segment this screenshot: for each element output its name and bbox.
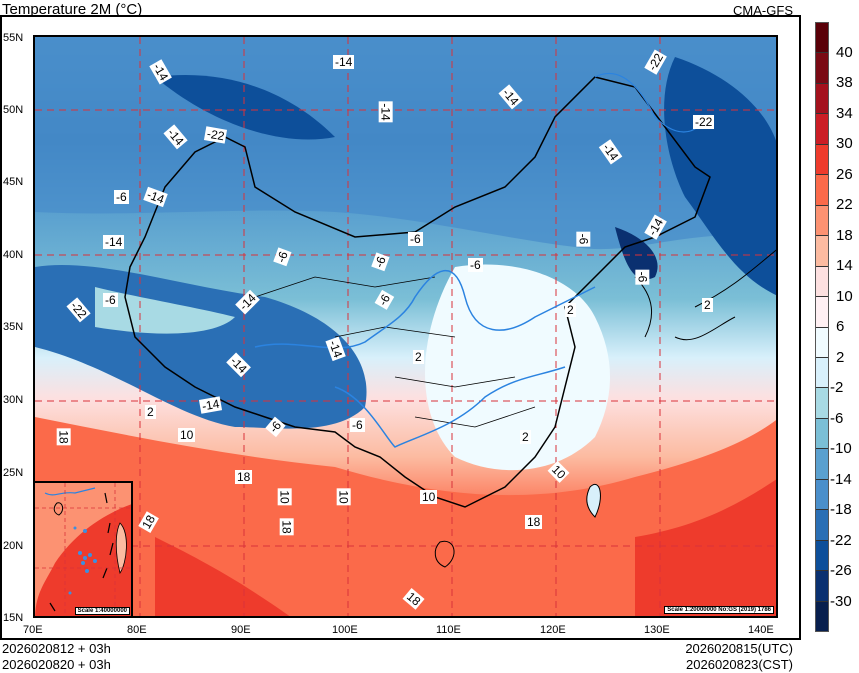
contour-label: 18 bbox=[279, 518, 294, 536]
colorbar-label: -2 bbox=[830, 379, 844, 396]
contour-label: 10 bbox=[178, 428, 196, 442]
contour-label: 18 bbox=[525, 515, 543, 529]
lon-label: 80E bbox=[127, 624, 147, 636]
colorbar-segment bbox=[816, 23, 828, 54]
colorbar-segment bbox=[816, 357, 828, 389]
colorbar-label: 6 bbox=[836, 318, 845, 335]
colorbar-segment bbox=[816, 601, 828, 632]
valid-time-cst: 2026020823(CST) bbox=[686, 657, 793, 672]
colorbar-label: -26 bbox=[830, 562, 852, 579]
lon-label: 100E bbox=[332, 624, 358, 636]
south-china-sea-inset: Scale 1:40000000 bbox=[33, 481, 133, 618]
lon-label: 110E bbox=[436, 624, 461, 636]
scale-main: Scale 1:20000000 No:GS (2019) 1786 bbox=[664, 606, 774, 614]
colorbar-segment bbox=[816, 540, 828, 572]
colorbar-label: 22 bbox=[836, 196, 853, 213]
colorbar-label: -6 bbox=[830, 409, 844, 427]
colorbar-label: -30 bbox=[830, 592, 852, 610]
colorbar-segment bbox=[816, 205, 828, 237]
contour-label: -6 bbox=[408, 232, 423, 246]
colorbar-segment bbox=[816, 327, 828, 358]
colorbar-segment bbox=[816, 144, 828, 176]
valid-time-utc: 2026020815(UTC) bbox=[685, 641, 793, 656]
contour-label: -6 bbox=[635, 269, 650, 285]
contour-label: 2 bbox=[413, 350, 424, 364]
colorbar-segment bbox=[816, 449, 828, 480]
temperature-map: -14 -14 -14 -14 -22 -22 -14 -14 -22 -6 -14 -14 -6 -6-… bbox=[33, 35, 778, 618]
contour-label: -6 bbox=[103, 293, 118, 307]
scale-inset: Scale 1:40000000 bbox=[74, 607, 130, 615]
colorbar-segment bbox=[816, 83, 828, 115]
colorbar-segment bbox=[816, 114, 828, 145]
contour-label: 2 bbox=[702, 298, 713, 312]
chart-title: Temperature 2M (°C) bbox=[2, 1, 143, 18]
contour-label: 2 bbox=[145, 405, 156, 419]
lat-label: 50N bbox=[3, 104, 24, 116]
colorbar-label: 34 bbox=[836, 104, 853, 122]
colorbar-segment bbox=[816, 266, 828, 298]
lat-label: 30N bbox=[3, 394, 24, 406]
init-time-cst: 2026020820 + 03h bbox=[2, 657, 111, 672]
colorbar-label: 26 bbox=[836, 165, 853, 183]
contour-label: -6 bbox=[350, 418, 365, 432]
colorbar-label: -10 bbox=[830, 440, 852, 457]
lon-label: 120E bbox=[540, 624, 566, 636]
contour-label: -14 bbox=[103, 235, 125, 249]
lat-label: 20N bbox=[3, 540, 24, 552]
init-time-utc: 2026020812 + 03h bbox=[2, 641, 111, 656]
contour-label: -22 bbox=[693, 115, 715, 129]
lon-label: 90E bbox=[231, 624, 251, 636]
colorbar-label: 40 bbox=[836, 43, 853, 61]
contour-label: 10 bbox=[277, 488, 292, 506]
contour-label: -14 bbox=[378, 101, 393, 123]
colorbar-label: 18 bbox=[836, 226, 853, 244]
colorbar-label: 14 bbox=[836, 257, 853, 274]
colorbar-segment bbox=[816, 388, 828, 419]
lat-label: 35N bbox=[3, 321, 24, 333]
colorbar-label: 38 bbox=[836, 74, 853, 91]
colorbar-label: 10 bbox=[836, 287, 853, 305]
contour-label: -6 bbox=[468, 258, 483, 272]
colorbar-segment bbox=[816, 236, 828, 267]
colorbar-segment bbox=[816, 510, 828, 541]
lat-label: 15N bbox=[3, 612, 24, 624]
contour-label: -6 bbox=[114, 190, 129, 204]
lat-label: 45N bbox=[3, 176, 24, 188]
colorbar-label: -18 bbox=[830, 501, 852, 518]
colorbar-segment bbox=[816, 571, 828, 602]
colorbar-segment bbox=[816, 418, 828, 450]
colorbar-segment bbox=[816, 175, 828, 206]
lon-label: 130E bbox=[644, 624, 670, 636]
contour-label: 10 bbox=[420, 490, 438, 504]
colorbar-label: -22 bbox=[830, 531, 852, 549]
colorbar bbox=[815, 22, 829, 632]
contour-label: 10 bbox=[336, 488, 351, 506]
contour-label: 2 bbox=[520, 430, 531, 444]
colorbar-segment bbox=[816, 53, 828, 84]
lon-label: 70E bbox=[23, 624, 43, 636]
contour-label: -6 bbox=[576, 231, 591, 247]
lon-label: 140E bbox=[748, 624, 774, 636]
contour-label: 18 bbox=[235, 470, 253, 484]
model-name: CMA-GFS bbox=[733, 3, 793, 18]
contour-label: 2 bbox=[565, 303, 576, 317]
colorbar-segment bbox=[816, 479, 828, 511]
contour-label: 18 bbox=[56, 428, 71, 446]
colorbar-segment bbox=[816, 297, 828, 328]
lat-label: 55N bbox=[3, 32, 24, 44]
lat-label: 25N bbox=[3, 467, 24, 479]
colorbar-label: -14 bbox=[830, 470, 852, 488]
colorbar-label: 30 bbox=[836, 135, 853, 152]
colorbar-label: 2 bbox=[836, 348, 845, 366]
contour-label: -14 bbox=[333, 55, 355, 69]
lat-label: 40N bbox=[3, 249, 24, 261]
